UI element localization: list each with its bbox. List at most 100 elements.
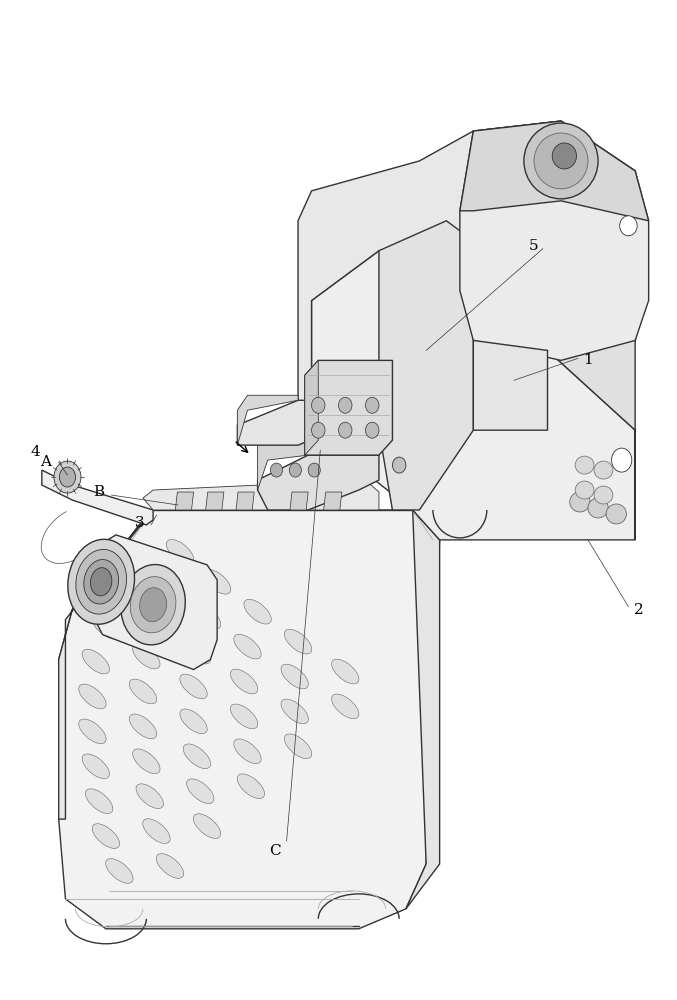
Ellipse shape <box>588 498 608 518</box>
Ellipse shape <box>156 854 183 878</box>
Ellipse shape <box>84 560 118 604</box>
Ellipse shape <box>194 814 221 838</box>
Ellipse shape <box>82 754 110 779</box>
Ellipse shape <box>130 577 176 633</box>
Ellipse shape <box>284 734 311 759</box>
Ellipse shape <box>308 463 320 477</box>
Ellipse shape <box>230 669 258 694</box>
Text: 2: 2 <box>634 603 643 617</box>
Ellipse shape <box>534 133 588 189</box>
Polygon shape <box>379 221 473 510</box>
Polygon shape <box>473 121 635 540</box>
Ellipse shape <box>611 448 632 472</box>
Polygon shape <box>257 430 308 490</box>
Polygon shape <box>298 131 473 430</box>
Ellipse shape <box>92 824 120 848</box>
Polygon shape <box>143 480 379 510</box>
Ellipse shape <box>102 579 130 604</box>
Polygon shape <box>92 545 102 615</box>
Ellipse shape <box>281 699 308 724</box>
Polygon shape <box>311 251 635 540</box>
Text: C: C <box>269 844 280 858</box>
Ellipse shape <box>167 540 194 564</box>
Ellipse shape <box>311 397 325 413</box>
Polygon shape <box>206 492 224 510</box>
Ellipse shape <box>180 709 207 734</box>
Text: 1: 1 <box>583 353 593 367</box>
Text: B: B <box>93 485 105 499</box>
Ellipse shape <box>393 457 406 473</box>
Ellipse shape <box>133 749 160 774</box>
Polygon shape <box>175 492 194 510</box>
Polygon shape <box>290 492 308 510</box>
Polygon shape <box>406 510 439 909</box>
Ellipse shape <box>106 859 133 883</box>
Ellipse shape <box>338 397 352 413</box>
Ellipse shape <box>366 397 379 413</box>
Ellipse shape <box>82 649 110 674</box>
Ellipse shape <box>234 739 261 764</box>
Ellipse shape <box>76 549 127 614</box>
Text: 3: 3 <box>135 516 144 530</box>
Ellipse shape <box>619 216 637 236</box>
Ellipse shape <box>234 634 261 659</box>
Ellipse shape <box>332 694 359 719</box>
Ellipse shape <box>85 789 113 813</box>
Polygon shape <box>460 121 649 360</box>
Text: 5: 5 <box>529 239 539 253</box>
Ellipse shape <box>524 123 598 199</box>
Polygon shape <box>324 492 342 510</box>
Ellipse shape <box>68 539 135 624</box>
Ellipse shape <box>244 599 271 624</box>
Ellipse shape <box>204 569 231 594</box>
Polygon shape <box>238 400 359 445</box>
Ellipse shape <box>54 461 81 493</box>
Polygon shape <box>305 360 318 455</box>
Polygon shape <box>305 360 393 455</box>
Ellipse shape <box>121 565 185 645</box>
Ellipse shape <box>183 639 211 664</box>
Ellipse shape <box>133 644 160 669</box>
Ellipse shape <box>143 819 170 843</box>
Ellipse shape <box>91 568 112 596</box>
Ellipse shape <box>139 588 167 622</box>
Text: 4: 4 <box>30 445 40 459</box>
Polygon shape <box>92 535 217 670</box>
Polygon shape <box>257 455 379 510</box>
Ellipse shape <box>180 674 207 699</box>
Ellipse shape <box>270 463 282 477</box>
Ellipse shape <box>230 704 258 729</box>
Ellipse shape <box>311 422 325 438</box>
Ellipse shape <box>606 504 626 524</box>
Ellipse shape <box>552 143 577 169</box>
Ellipse shape <box>575 456 594 474</box>
Ellipse shape <box>129 679 156 704</box>
Ellipse shape <box>281 664 308 689</box>
Polygon shape <box>236 492 255 510</box>
Ellipse shape <box>187 779 214 804</box>
Ellipse shape <box>332 659 359 684</box>
Ellipse shape <box>284 629 311 654</box>
Ellipse shape <box>237 774 265 799</box>
Polygon shape <box>59 510 439 929</box>
Text: A: A <box>40 455 51 469</box>
Polygon shape <box>238 395 298 445</box>
Ellipse shape <box>92 614 120 639</box>
Ellipse shape <box>575 481 594 499</box>
Polygon shape <box>59 510 153 819</box>
Ellipse shape <box>116 545 143 569</box>
Ellipse shape <box>79 719 106 744</box>
Ellipse shape <box>570 492 590 512</box>
Ellipse shape <box>129 714 156 739</box>
Ellipse shape <box>136 784 163 809</box>
Ellipse shape <box>79 684 106 709</box>
Ellipse shape <box>338 422 352 438</box>
Ellipse shape <box>153 574 180 599</box>
Ellipse shape <box>60 467 76 487</box>
Ellipse shape <box>183 744 211 769</box>
Ellipse shape <box>289 463 301 477</box>
Ellipse shape <box>594 461 613 479</box>
Polygon shape <box>42 470 153 525</box>
Ellipse shape <box>366 422 379 438</box>
Ellipse shape <box>594 486 613 504</box>
